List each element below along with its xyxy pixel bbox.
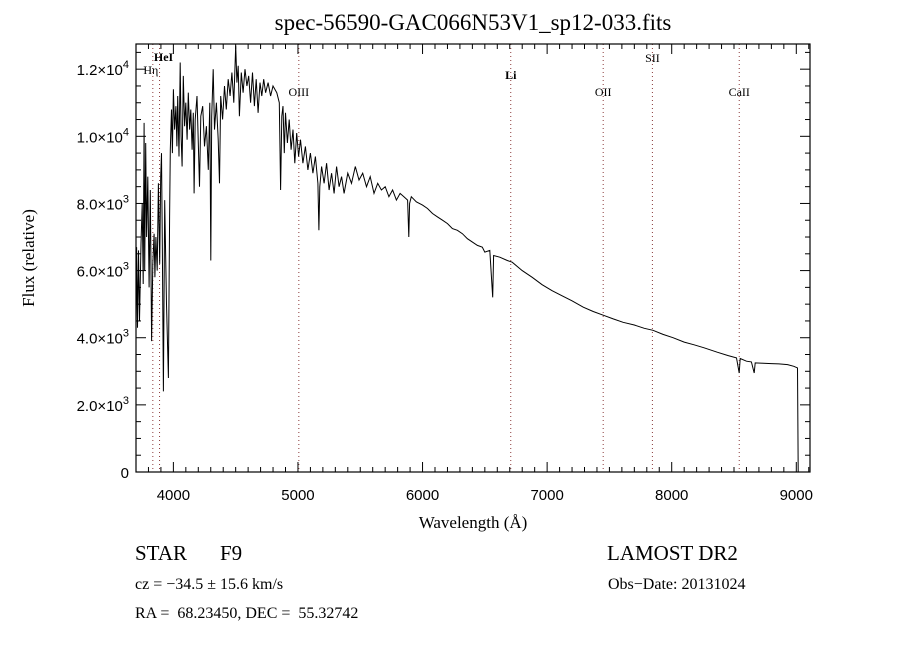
x-tick-label: 9000 [780,487,813,504]
marker-label: Li [505,68,517,82]
x-tick-label: 5000 [281,487,314,504]
redshift-text: cz = −34.5 ± 15.6 km/s [135,576,283,593]
y-tick-label: 4.0×103 [77,328,129,348]
survey-label: LAMOST DR2 [607,541,738,565]
plot-frame [135,43,811,473]
x-tick-labels: 4000 5000 6000 7000 8000 9000 [157,487,813,504]
y-tick-exponent: 3 [123,261,129,273]
y-tick-label: 6.0×103 [77,261,129,281]
y-tick-label: 1.2×104 [77,59,129,79]
chart-title: spec-56590-GAC066N53V1_sp12-033.fits [275,10,672,35]
marker-label: OII [595,85,612,99]
y-tick-label: 2.0×103 [77,395,129,415]
y-tick-exponent: 3 [123,328,129,340]
y-tick-label: 8.0×103 [77,193,129,213]
marker-label: HeI [154,50,174,64]
y-axis-label: Flux (relative) [19,209,38,307]
x-tick-label: 7000 [530,487,563,504]
y-tick-mantissa: 4.0×10 [77,331,123,348]
y-tick-exponent: 4 [123,59,129,71]
y-tick-mantissa: 1.0×10 [77,129,123,146]
spectrum-line [135,45,799,473]
y-tick-label: 0 [121,465,129,482]
y-tick-exponent: 3 [123,193,129,205]
y-tick-mantissa: 8.0×10 [77,196,123,213]
y-tick-labels: 02.0×1034.0×1036.0×1038.0×1031.0×1041.2×… [77,59,129,482]
y-tick-mantissa: 2.0×10 [77,398,123,415]
subclass: F9 [220,541,242,565]
x-tick-label: 8000 [655,487,688,504]
y-tick-label: 1.0×104 [77,126,129,146]
axis-ticks [135,44,810,473]
y-tick-mantissa: 6.0×10 [77,264,123,281]
y-tick-mantissa: 1.2×10 [77,62,123,79]
x-axis-label: Wavelength (Å) [419,513,528,532]
marker-label: SII [645,51,660,65]
y-tick-exponent: 4 [123,126,129,138]
y-tick-mantissa: 0 [121,465,129,482]
marker-label: Hη [143,63,158,77]
coordinates: RA = 68.23450, DEC = 55.32742 [135,605,358,622]
x-tick-label: 4000 [157,487,190,504]
object-class: STAR [135,541,187,565]
marker-label: OIII [289,85,310,99]
x-tick-label: 6000 [406,487,439,504]
obs-date: Obs−Date: 20131024 [608,576,745,593]
y-tick-exponent: 3 [123,395,129,407]
marker-label: CaII [729,85,750,99]
